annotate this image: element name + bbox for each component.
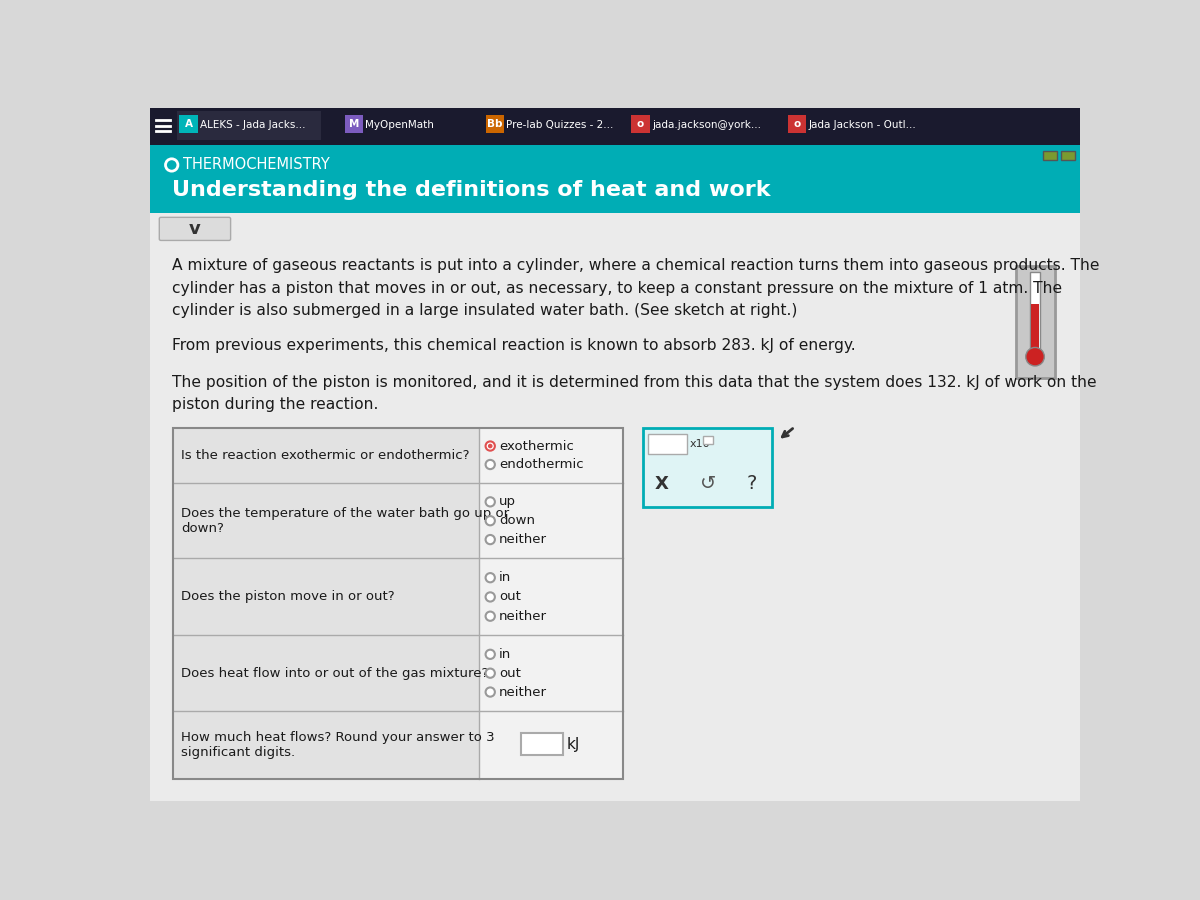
Text: Does heat flow into or out of the gas mixture?: Does heat flow into or out of the gas mi… [181, 667, 488, 680]
FancyBboxPatch shape [643, 428, 772, 507]
Circle shape [486, 650, 494, 659]
Circle shape [488, 444, 492, 448]
Text: ALEKS - Jada Jacks...: ALEKS - Jada Jacks... [200, 120, 306, 130]
FancyBboxPatch shape [1062, 151, 1075, 159]
Text: x10: x10 [689, 438, 710, 449]
Text: X: X [654, 475, 668, 493]
Circle shape [486, 441, 494, 451]
FancyBboxPatch shape [479, 711, 623, 778]
FancyBboxPatch shape [150, 212, 1080, 801]
Text: o: o [793, 119, 800, 130]
FancyBboxPatch shape [703, 436, 713, 444]
Circle shape [1026, 347, 1044, 366]
FancyBboxPatch shape [786, 111, 929, 140]
Text: kJ: kJ [566, 737, 580, 752]
FancyBboxPatch shape [648, 434, 688, 454]
FancyBboxPatch shape [173, 558, 479, 635]
Text: cylinder has a piston that moves in or out, as necessary, to keep a constant pre: cylinder has a piston that moves in or o… [172, 281, 1062, 296]
FancyBboxPatch shape [342, 111, 486, 140]
FancyBboxPatch shape [150, 108, 1080, 145]
FancyBboxPatch shape [479, 428, 623, 483]
Text: significant digits.: significant digits. [181, 746, 295, 759]
Text: out: out [499, 667, 521, 680]
Text: cylinder is also submerged in a large insulated water bath. (See sketch at right: cylinder is also submerged in a large in… [172, 303, 797, 318]
Text: in: in [499, 572, 511, 584]
FancyBboxPatch shape [344, 115, 364, 133]
Text: How much heat flows? Round your answer to 3: How much heat flows? Round your answer t… [181, 731, 494, 743]
FancyBboxPatch shape [173, 428, 479, 483]
Text: down: down [499, 514, 535, 527]
Circle shape [486, 460, 494, 469]
Text: up: up [499, 495, 516, 508]
FancyBboxPatch shape [631, 115, 650, 133]
FancyBboxPatch shape [178, 111, 320, 140]
Text: Understanding the definitions of heat and work: Understanding the definitions of heat an… [172, 180, 770, 200]
Text: MyOpenMath: MyOpenMath [366, 120, 434, 130]
FancyBboxPatch shape [479, 483, 623, 558]
Text: neither: neither [499, 533, 547, 546]
Circle shape [486, 612, 494, 621]
Text: M: M [349, 119, 359, 130]
Text: A mixture of gaseous reactants is put into a cylinder, where a chemical reaction: A mixture of gaseous reactants is put in… [172, 258, 1099, 274]
Text: From previous experiments, this chemical reaction is known to absorb 283. kJ of : From previous experiments, this chemical… [172, 338, 856, 353]
FancyBboxPatch shape [486, 115, 504, 133]
Circle shape [486, 535, 494, 544]
FancyBboxPatch shape [150, 145, 1080, 212]
FancyBboxPatch shape [479, 558, 623, 635]
FancyBboxPatch shape [180, 115, 198, 133]
Text: Bb: Bb [487, 119, 503, 130]
FancyBboxPatch shape [629, 111, 773, 140]
Text: jada.jackson@york...: jada.jackson@york... [653, 120, 761, 130]
FancyBboxPatch shape [521, 734, 563, 755]
Text: A: A [185, 119, 193, 130]
Text: THERMOCHEMISTRY: THERMOCHEMISTRY [182, 158, 329, 173]
Circle shape [486, 688, 494, 697]
FancyBboxPatch shape [173, 711, 479, 778]
Text: ↺: ↺ [700, 474, 716, 493]
Circle shape [486, 573, 494, 582]
FancyBboxPatch shape [479, 635, 623, 711]
FancyBboxPatch shape [1016, 266, 1055, 377]
Circle shape [486, 592, 494, 601]
Text: endothermic: endothermic [499, 458, 583, 471]
FancyBboxPatch shape [160, 217, 230, 240]
Text: Does the piston move in or out?: Does the piston move in or out? [181, 590, 395, 603]
FancyBboxPatch shape [1043, 151, 1057, 159]
FancyBboxPatch shape [484, 111, 626, 140]
Text: o: o [637, 119, 644, 130]
Text: exothermic: exothermic [499, 439, 574, 453]
Text: Does the temperature of the water bath go up or: Does the temperature of the water bath g… [181, 507, 509, 519]
Circle shape [486, 497, 494, 507]
FancyBboxPatch shape [1030, 272, 1040, 349]
FancyBboxPatch shape [173, 635, 479, 711]
Text: v: v [190, 220, 200, 238]
Text: down?: down? [181, 522, 224, 535]
Text: neither: neither [499, 609, 547, 623]
FancyBboxPatch shape [788, 115, 806, 133]
Text: The position of the piston is monitored, and it is determined from this data tha: The position of the piston is monitored,… [172, 374, 1097, 390]
Text: Pre-lab Quizzes - 2...: Pre-lab Quizzes - 2... [506, 120, 614, 130]
Text: in: in [499, 648, 511, 661]
Text: neither: neither [499, 686, 547, 698]
FancyBboxPatch shape [173, 483, 479, 558]
FancyBboxPatch shape [1031, 304, 1039, 349]
Text: Jada Jackson - Outl...: Jada Jackson - Outl... [809, 120, 917, 130]
Text: Is the reaction exothermic or endothermic?: Is the reaction exothermic or endothermi… [181, 449, 469, 462]
Circle shape [486, 516, 494, 526]
Text: piston during the reaction.: piston during the reaction. [172, 397, 378, 412]
Circle shape [486, 669, 494, 678]
Text: ?: ? [746, 474, 756, 493]
Text: out: out [499, 590, 521, 603]
